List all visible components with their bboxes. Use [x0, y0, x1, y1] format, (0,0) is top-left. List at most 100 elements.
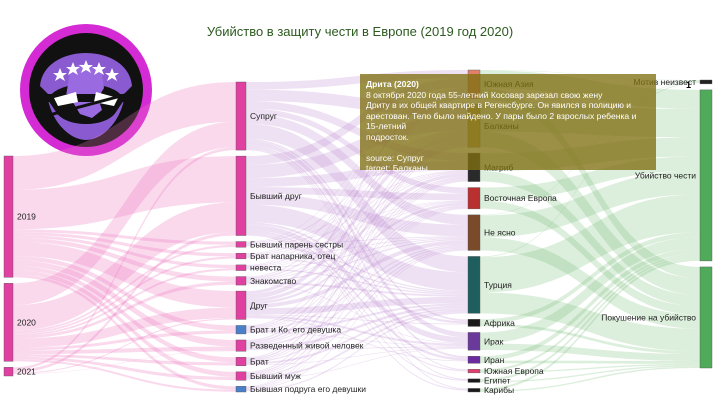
sankey-link[interactable] [246, 247, 468, 363]
sankey-node[interactable] [235, 371, 247, 381]
sankey-link[interactable] [13, 270, 236, 377]
sankey-link[interactable] [246, 180, 468, 389]
sankey-link[interactable] [13, 232, 236, 373]
sankey-link[interactable] [246, 237, 468, 257]
sankey-link[interactable] [246, 332, 468, 347]
sankey-link[interactable] [480, 237, 700, 344]
sankey-link[interactable] [480, 256, 700, 382]
sankey-link[interactable] [246, 238, 468, 282]
sankey-link[interactable] [246, 296, 468, 315]
sankey-link[interactable] [246, 149, 468, 390]
sankey-link[interactable] [246, 249, 468, 390]
sankey-link[interactable] [13, 235, 236, 269]
sankey-link[interactable] [246, 95, 468, 359]
sankey-link[interactable] [246, 236, 468, 246]
sankey-link[interactable] [13, 229, 236, 245]
sankey-link[interactable] [246, 123, 468, 273]
sankey-node[interactable] [467, 187, 481, 210]
sankey-link[interactable] [13, 266, 236, 363]
sankey-link[interactable] [246, 87, 468, 254]
sankey-link[interactable] [246, 205, 468, 330]
sankey-link[interactable] [246, 305, 468, 350]
sankey-link[interactable] [480, 232, 700, 324]
sankey-link[interactable] [246, 207, 468, 376]
sankey-link[interactable] [246, 245, 468, 347]
sankey-link[interactable] [246, 176, 468, 329]
sankey-link[interactable] [246, 133, 468, 279]
sankey-link[interactable] [246, 88, 468, 266]
sankey-link[interactable] [13, 350, 236, 374]
sankey-link[interactable] [480, 323, 700, 354]
sankey-link[interactable] [480, 363, 700, 373]
sankey-link[interactable] [246, 172, 468, 280]
sankey-link[interactable] [246, 244, 468, 331]
sankey-link[interactable] [246, 90, 468, 295]
sankey-link[interactable] [246, 347, 468, 380]
sankey-link[interactable] [246, 233, 468, 382]
sankey-link[interactable] [480, 360, 700, 364]
sankey-node[interactable] [235, 357, 247, 367]
sankey-link[interactable] [246, 240, 468, 309]
sankey-link[interactable] [246, 205, 468, 346]
sankey-link[interactable] [13, 242, 236, 308]
sankey-link[interactable] [246, 170, 468, 256]
sankey-node[interactable] [3, 367, 14, 377]
sankey-link[interactable] [246, 132, 468, 267]
sankey-link[interactable] [246, 347, 468, 365]
sankey-link[interactable] [13, 121, 236, 306]
sankey-link[interactable] [13, 237, 236, 282]
sankey-node[interactable] [235, 81, 247, 151]
sankey-link[interactable] [480, 292, 700, 352]
sankey-link[interactable] [13, 318, 236, 374]
sankey-link[interactable] [246, 202, 468, 305]
sankey-node[interactable] [467, 256, 481, 314]
sankey-link[interactable] [480, 88, 700, 279]
sankey-link[interactable] [480, 258, 700, 391]
sankey-link[interactable] [246, 114, 468, 225]
sankey-node[interactable] [235, 155, 247, 236]
sankey-link[interactable] [246, 224, 468, 344]
sankey-link[interactable] [246, 93, 468, 327]
sankey-link[interactable] [246, 317, 468, 362]
sankey-link[interactable] [13, 147, 236, 370]
sankey-link[interactable] [246, 186, 468, 201]
sankey-link[interactable] [480, 200, 700, 315]
sankey-node[interactable] [235, 325, 247, 335]
sankey-link[interactable] [246, 268, 468, 295]
sankey-link[interactable] [246, 100, 468, 162]
sankey-node[interactable] [467, 388, 481, 393]
sankey-node[interactable] [235, 339, 247, 352]
sankey-link[interactable] [246, 87, 468, 243]
sankey-link[interactable] [480, 171, 700, 307]
sankey-link[interactable] [480, 131, 700, 296]
sankey-link[interactable] [480, 237, 700, 329]
sankey-link[interactable] [246, 108, 468, 194]
sankey-link[interactable] [246, 179, 468, 376]
sankey-node[interactable] [3, 155, 14, 278]
sankey-link[interactable] [246, 310, 468, 379]
sankey-link[interactable] [246, 145, 468, 359]
sankey-link[interactable] [246, 89, 468, 278]
sankey-link[interactable] [13, 256, 236, 335]
sankey-link[interactable] [480, 366, 700, 392]
sankey-link[interactable] [246, 138, 468, 322]
sankey-link[interactable] [480, 194, 700, 293]
sankey-link[interactable] [246, 96, 468, 373]
sankey-node[interactable] [467, 332, 481, 351]
sankey-link[interactable] [13, 202, 236, 331]
sankey-link[interactable] [480, 249, 700, 361]
sankey-link[interactable] [13, 281, 236, 339]
sankey-node[interactable] [467, 356, 481, 364]
sankey-link[interactable] [246, 281, 468, 297]
sankey-node[interactable] [467, 369, 481, 374]
sankey-link[interactable] [246, 245, 468, 293]
sankey-link[interactable] [246, 312, 468, 392]
sankey-link[interactable] [246, 238, 468, 269]
sankey-link[interactable] [246, 200, 468, 245]
sankey-node[interactable] [467, 378, 481, 383]
sankey-link[interactable] [246, 303, 468, 333]
sankey-link[interactable] [246, 206, 468, 362]
sankey-node[interactable] [467, 214, 481, 251]
sankey-node[interactable] [699, 266, 713, 369]
sankey-link[interactable] [246, 171, 468, 268]
